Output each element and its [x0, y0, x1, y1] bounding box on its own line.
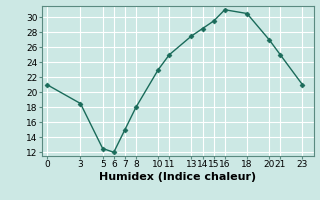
X-axis label: Humidex (Indice chaleur): Humidex (Indice chaleur) [99, 172, 256, 182]
